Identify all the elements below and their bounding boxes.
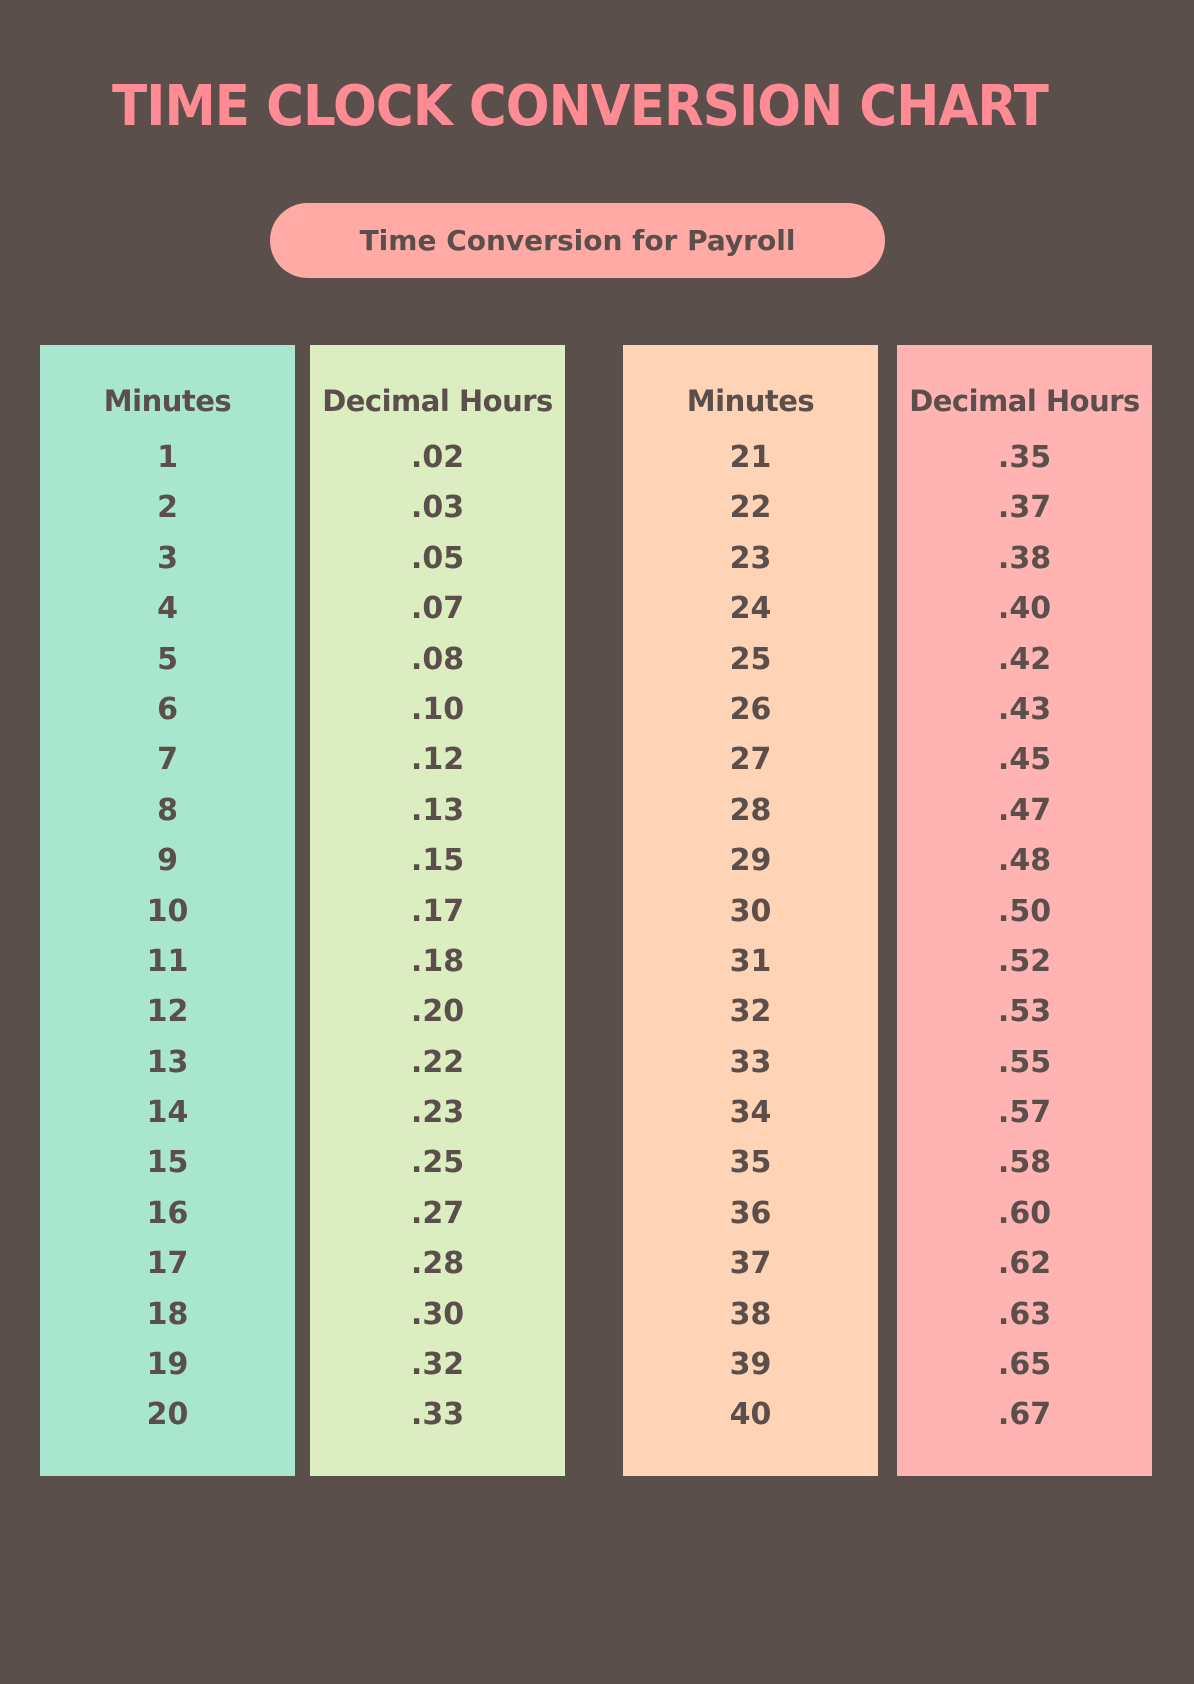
column-header: Minutes xyxy=(686,384,815,418)
table-cell: 19 xyxy=(146,1347,189,1383)
table-cell: 24 xyxy=(729,591,772,627)
table-cell: 22 xyxy=(729,490,772,526)
table-cell: 20 xyxy=(146,1397,189,1433)
table-cell: .42 xyxy=(997,641,1052,677)
table-cell: .52 xyxy=(997,943,1052,979)
table-column-1: Minutes 1 2 3 4 5 6 7 8 9 10 11 12 13 14 15 16 17 18 19 20 xyxy=(40,345,295,1476)
table-cell: 32 xyxy=(729,994,772,1030)
table-cell: .02 xyxy=(410,440,465,475)
table-cell: 14 xyxy=(146,1095,189,1131)
table-cell: 15 xyxy=(146,1145,189,1181)
table-cell: .03 xyxy=(410,490,465,526)
table-cell: 40 xyxy=(729,1397,772,1433)
table-cell: 31 xyxy=(729,943,772,979)
table-cell: .12 xyxy=(410,742,465,778)
table-cell: .30 xyxy=(410,1296,465,1332)
table-cell: .18 xyxy=(410,943,465,979)
table-cell: 27 xyxy=(729,742,772,778)
table-cell: 7 xyxy=(157,742,178,778)
table-cell: .43 xyxy=(997,691,1052,727)
column-header: Decimal Hours xyxy=(322,384,553,418)
table-cell: 26 xyxy=(729,691,772,727)
table-cell: .20 xyxy=(410,994,465,1030)
table-cell: .60 xyxy=(997,1195,1052,1231)
table-cell: .22 xyxy=(410,1044,465,1080)
table-cell: .08 xyxy=(410,641,465,677)
table-cell: .55 xyxy=(997,1044,1052,1080)
table-cell: 34 xyxy=(729,1095,772,1131)
table-cell: .15 xyxy=(410,843,465,879)
table-cell: .35 xyxy=(997,440,1052,475)
table-cell: .53 xyxy=(997,994,1052,1030)
table-cell: 30 xyxy=(729,893,772,929)
table-cell: .28 xyxy=(410,1246,465,1282)
table-cell: .13 xyxy=(410,792,465,828)
table-cell: 18 xyxy=(146,1296,189,1332)
table-cell: 38 xyxy=(729,1296,772,1332)
table-cell: .17 xyxy=(410,893,465,929)
table-cell: .33 xyxy=(410,1397,465,1433)
table-cell: 10 xyxy=(146,893,189,929)
table-cell: 11 xyxy=(146,943,189,979)
table-cell: .23 xyxy=(410,1095,465,1131)
table-cell: 29 xyxy=(729,843,772,879)
table-cell: 21 xyxy=(729,440,772,475)
table-cell: 3 xyxy=(157,540,178,576)
column-header: Minutes xyxy=(103,384,232,418)
table-cell: .57 xyxy=(997,1095,1052,1131)
subtitle: Time Conversion for Payroll xyxy=(359,224,796,257)
table-column-3: Minutes 21 22 23 24 25 26 27 28 29 30 31 32 33 34 35 36 3… xyxy=(623,345,878,1476)
table-cell: 16 xyxy=(146,1195,189,1231)
table-cell: 1 xyxy=(157,440,178,475)
table-cell: .10 xyxy=(410,691,465,727)
subtitle-banner: Time Conversion for Payroll xyxy=(270,203,885,278)
table-cell: .27 xyxy=(410,1195,465,1231)
table-cell: .63 xyxy=(997,1296,1052,1332)
table-cell: 35 xyxy=(729,1145,772,1181)
table-cell: 37 xyxy=(729,1246,772,1282)
table-column-2: Decimal Hours .02 .03 .05 .07 .08 .10 .12 .13 .15… xyxy=(310,345,565,1476)
table-cell: 39 xyxy=(729,1347,772,1383)
table-cell: 5 xyxy=(157,641,178,677)
table-cell: .47 xyxy=(997,792,1052,828)
page-title: TIME CLOCK CONVERSION CHART xyxy=(111,74,1049,139)
table-cell: 6 xyxy=(157,691,178,727)
table-cell: .38 xyxy=(997,540,1052,576)
table-cell: .45 xyxy=(997,742,1052,778)
table-cell: 2 xyxy=(157,490,178,526)
column-header: Decimal Hours xyxy=(909,384,1140,418)
table-cell: 36 xyxy=(729,1195,772,1231)
table-cell: .48 xyxy=(997,843,1052,879)
table-cell: 9 xyxy=(157,843,178,879)
table-cell: 4 xyxy=(157,591,178,627)
table-cell: 12 xyxy=(146,994,189,1030)
table-cell: 8 xyxy=(157,792,178,828)
table-cell: .65 xyxy=(997,1347,1052,1383)
table-cell: 28 xyxy=(729,792,772,828)
table-cell: .05 xyxy=(410,540,465,576)
table-cell: .62 xyxy=(997,1246,1052,1282)
table-cell: 13 xyxy=(146,1044,189,1080)
table-cell: 25 xyxy=(729,641,772,677)
table-cell: .25 xyxy=(410,1145,465,1181)
table-cell: .37 xyxy=(997,490,1052,526)
table-cell: .67 xyxy=(997,1397,1052,1433)
table-cell: 23 xyxy=(729,540,772,576)
table-cell: .32 xyxy=(410,1347,465,1383)
table-cell: 33 xyxy=(729,1044,772,1080)
table-cell: .40 xyxy=(997,591,1052,627)
table-column-4: Decimal Hours .35 .37 .38 .40 .42 .43 .45 .47 .48… xyxy=(897,345,1152,1476)
table-cell: .58 xyxy=(997,1145,1052,1181)
table-cell: .50 xyxy=(997,893,1052,929)
table-cell: 17 xyxy=(146,1246,189,1282)
table-cell: .07 xyxy=(410,591,465,627)
